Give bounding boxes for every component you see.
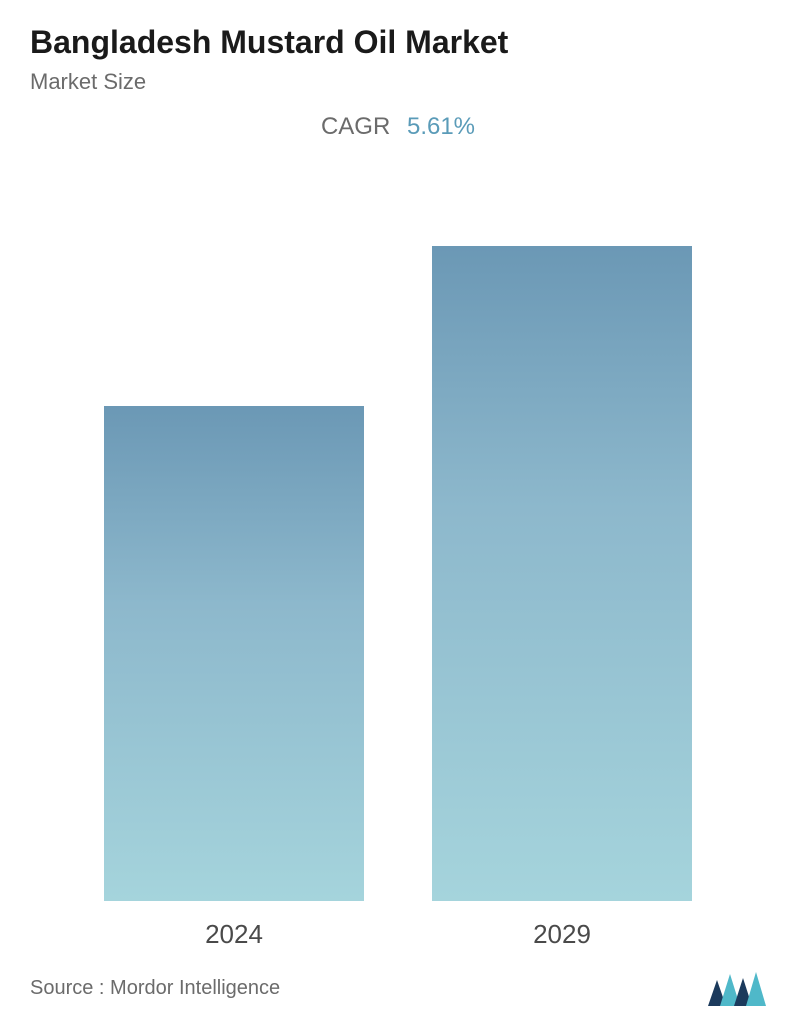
bar-group-0: 2024 [104,161,364,950]
bar-0 [104,406,364,901]
cagr-row: CAGR 5.61% [30,113,766,141]
cagr-label: CAGR [321,113,390,140]
bar-label-1: 2029 [533,919,591,950]
bar-group-1: 2029 [432,161,692,950]
source-text: Source : Mordor Intelligence [30,977,280,1000]
chart-container: Bangladesh Mustard Oil Market Market Siz… [0,0,796,1034]
bar-label-0: 2024 [205,919,263,950]
source-label: Source : [30,977,104,999]
bar-chart: 2024 2029 [30,161,766,950]
footer: Source : Mordor Intelligence [30,950,766,1010]
source-name: Mordor Intelligence [110,977,280,999]
page-title: Bangladesh Mustard Oil Market [30,24,766,61]
mordor-logo-icon [708,970,766,1006]
bar-1 [432,246,692,901]
page-subtitle: Market Size [30,69,766,95]
cagr-value: 5.61% [407,113,475,140]
